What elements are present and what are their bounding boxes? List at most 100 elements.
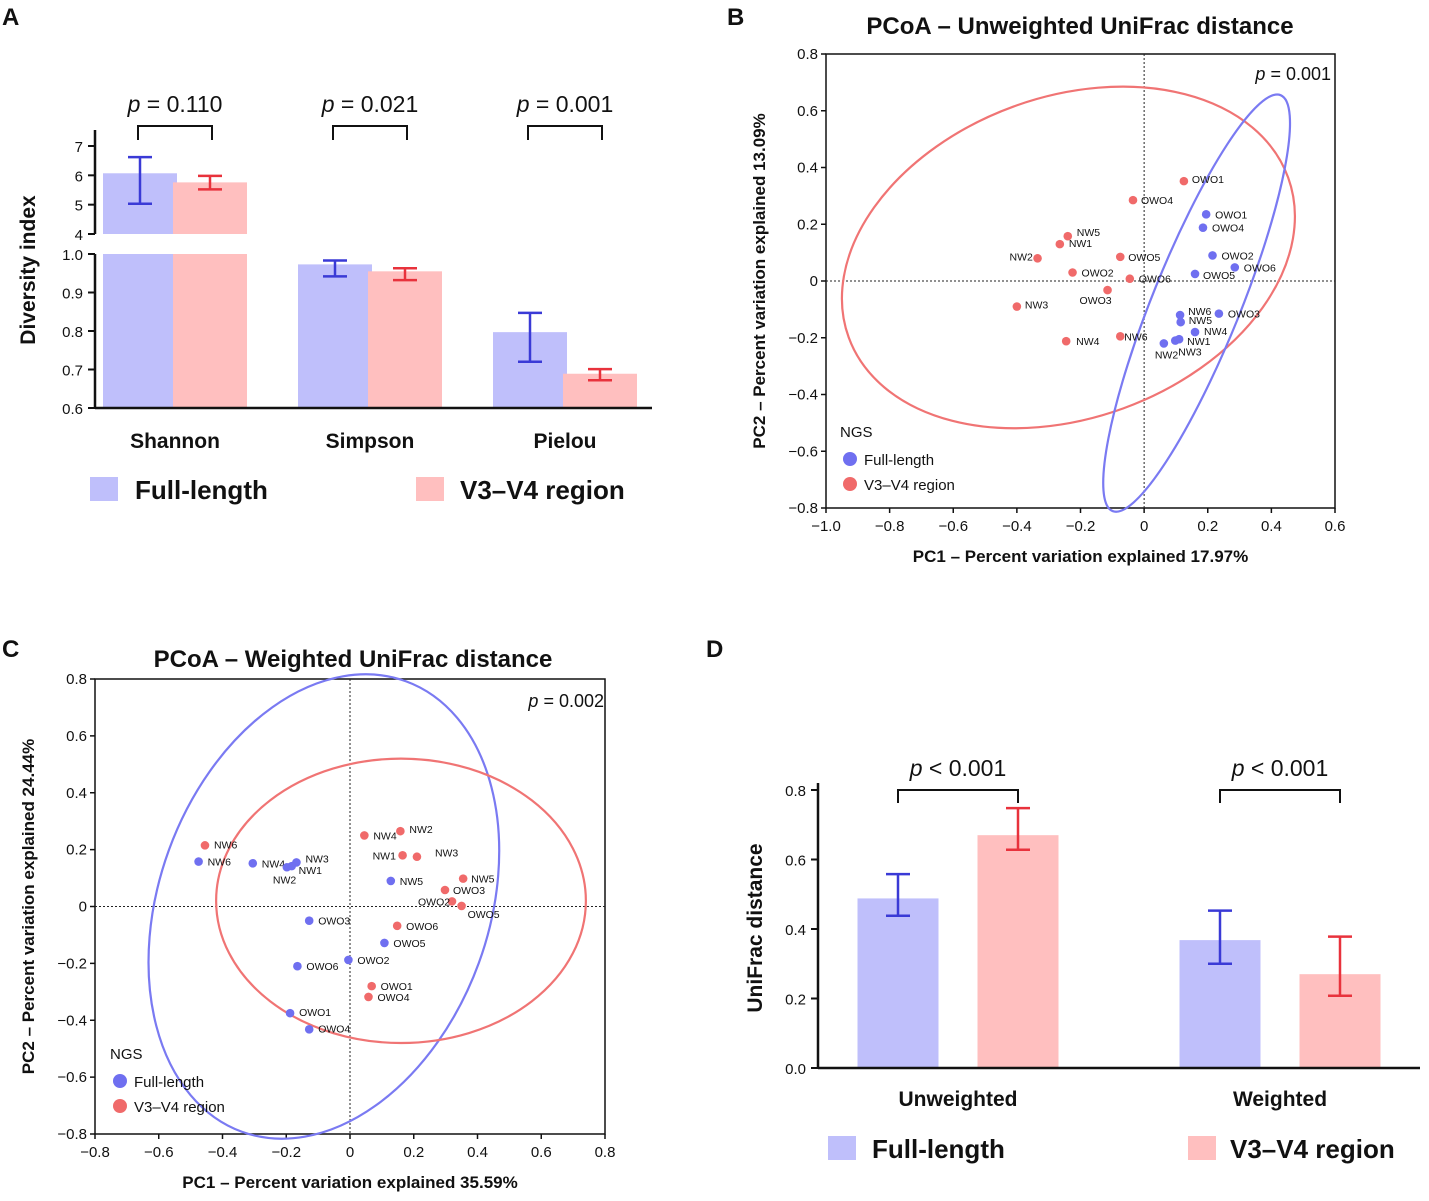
1-xticklabel-0: −1.0 [811, 518, 841, 535]
d-category-1: Weighted [1233, 1088, 1327, 1111]
d-errbar-1-0 [1006, 806, 1030, 852]
2-pvalue-p: p [527, 691, 538, 711]
2-xticklabel-1: −0.6 [144, 1144, 174, 1161]
1-point-0-10 [1159, 339, 1169, 348]
1-point-1-8 [1103, 285, 1112, 295]
1-xticklabel-4: −0.2 [1066, 518, 1096, 535]
2-pvalue-text: = 0.002 [538, 691, 604, 711]
2-yticklabel-7: 0.6 [66, 728, 87, 745]
1-yticklabel-6: 0.4 [797, 160, 818, 177]
2-point-label-0-5: NW5 [400, 876, 423, 888]
panel-letter-d: D [706, 636, 723, 663]
a-bar-1-1 [368, 271, 442, 408]
2-point-1-1 [360, 831, 369, 840]
1-point-label-0-5: OWO3 [1228, 309, 1260, 321]
1-point-label-1-2: NW5 [1077, 227, 1100, 239]
2-yticklabel-6: 0.4 [66, 785, 87, 802]
1-xticklabel-2: −0.6 [938, 518, 968, 535]
1-point-1-11 [1061, 336, 1071, 346]
d-pbracket-1-label: p < 0.001 [1231, 755, 1329, 781]
1-yticklabel-5: 0.2 [797, 216, 818, 233]
2-legend-label-full: Full-length [134, 1074, 204, 1091]
a-pbracket-0: p = 0.110 [127, 91, 222, 140]
a-pbracket-0-value: = 0.110 [140, 91, 222, 117]
2-point-1-8 [457, 901, 466, 911]
1-point-label-1-11: NW4 [1076, 336, 1099, 348]
d-legend-swatch-v34 [1188, 1136, 1216, 1160]
a-pbracket-2-value: = 0.001 [530, 91, 614, 117]
2-point-label-0-0: NW6 [208, 857, 231, 869]
2-yticklabel-8: 0.8 [66, 671, 87, 688]
2-point-1-3 [398, 851, 407, 860]
1-point-label-1-6: OWO2 [1082, 267, 1114, 279]
d-bar-0-0 [857, 898, 939, 1068]
d-pbracket-1-line [1219, 789, 1341, 803]
1-point-label-0-4: OWO5 [1203, 270, 1235, 282]
1-point-1-0 [1179, 176, 1189, 186]
2-point-label-1-11: OWO4 [377, 992, 409, 1004]
2-point-0-1 [248, 858, 258, 868]
1-legend-label-full: Full-length [864, 452, 934, 469]
a-pbracket-1-line [332, 125, 408, 140]
2-legend-label-v34: V3–V4 region [134, 1099, 225, 1116]
2-point-label-0-3: NW2 [273, 874, 296, 886]
1-legend-dot-full [843, 452, 857, 466]
a-category-1: Simpson [326, 430, 415, 453]
a-errbar-1-2 [588, 367, 612, 382]
d-ylabel: UniFrac distance [744, 843, 767, 1012]
2-point-label-1-4: NW3 [435, 848, 458, 860]
d-yticklabel-0: 0.0 [785, 1061, 806, 1078]
1-legend-title: NGS [840, 424, 873, 441]
1-point-label-1-0: OWO1 [1192, 174, 1224, 186]
2-xticklabel-4: 0 [346, 1144, 354, 1161]
a-yticklabel-top-1: 5 [75, 198, 83, 215]
2-point-label-0-10: OWO1 [299, 1007, 331, 1019]
2-point-1-5 [458, 874, 468, 883]
2-point-label-1-3: NW1 [373, 850, 396, 862]
a-bar-0-0-lower [103, 254, 177, 408]
2-point-label-1-10: OWO1 [381, 981, 413, 993]
2-point-label-1-0: NW6 [214, 839, 237, 851]
1-point-label-1-7: OWO6 [1139, 274, 1171, 286]
1-point-1-6 [1068, 268, 1077, 277]
2-xticklabel-0: −0.8 [80, 1144, 110, 1161]
2-point-0-9 [293, 961, 302, 971]
1-point-label-1-4: NW2 [1010, 251, 1033, 263]
2-point-0-7 [380, 938, 389, 948]
d-pbracket-0-value: < 0.001 [923, 755, 1007, 781]
2-point-0-11 [304, 1025, 314, 1034]
2-point-0-5 [386, 876, 396, 886]
2-point-label-1-7: OWO2 [418, 896, 450, 908]
d-yticklabel-4: 0.8 [785, 783, 806, 800]
1-point-label-0-10: NW2 [1155, 349, 1178, 361]
panel-a-chart: Shannon p = 0.110 Simpson p = 0.021 Pielou p … [17, 91, 652, 505]
2-yticklabel-0: −0.8 [57, 1126, 87, 1143]
2-point-1-4 [412, 852, 422, 862]
1-point-1-3 [1055, 239, 1065, 249]
1-point-0-3 [1230, 263, 1240, 272]
2-point-0-4 [287, 861, 296, 871]
d-errbar-0-0 [886, 872, 910, 918]
2-point-label-0-1: NW4 [262, 858, 285, 870]
panel-c-chart: −0.8 −0.6 −0.4 −0.2 0 0.2 0.4 0.6 0.8 −0.8 −0.6 −0.… [19, 671, 615, 1192]
a-yticklabel-bot-4: 1.0 [62, 247, 83, 264]
1-point-label-1-1: OWO4 [1141, 195, 1173, 207]
panel-letter-a: A [2, 4, 19, 31]
1-point-0-8 [1190, 327, 1200, 337]
a-category-0: Shannon [130, 430, 220, 453]
a-pbracket-2-p: p [516, 91, 530, 117]
d-yticklabel-1: 0.2 [785, 992, 806, 1009]
d-pbracket-0-p: p [909, 755, 923, 781]
1-legend-label-v34: V3–V4 region [864, 477, 955, 494]
2-point-label-0-2: NW3 [305, 853, 328, 865]
a-legend-swatch-v34 [416, 477, 444, 501]
1-point-0-11 [1171, 336, 1180, 345]
a-errbar-1-0 [198, 174, 222, 191]
1-point-1-4 [1033, 253, 1042, 263]
1-yticklabel-8: 0.8 [797, 46, 818, 63]
1-point-label-1-3: NW1 [1069, 238, 1092, 250]
1-point-1-2 [1063, 231, 1073, 241]
2-ylabel: PC2 – Percent variation explained 24.44% [19, 739, 38, 1074]
a-pbracket-1-value: = 0.021 [335, 91, 419, 117]
1-pvalue: p = 0.001 [1254, 64, 1331, 84]
